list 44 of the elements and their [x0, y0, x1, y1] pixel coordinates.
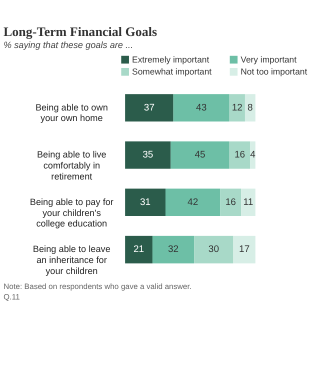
legend-label: Very important [240, 54, 298, 64]
chart-subtitle: % saying that these goals are ... [3, 40, 134, 50]
data-label: 45 [194, 150, 206, 161]
bar [233, 236, 256, 264]
bar [220, 188, 242, 216]
bar [125, 141, 171, 169]
data-label: 12 [232, 102, 242, 114]
data-label: 37 [144, 102, 155, 114]
bar [241, 188, 256, 216]
y-tick-label: Being able to own your own home [35, 102, 108, 124]
data-label: 17 [239, 244, 250, 256]
data-label: 42 [188, 196, 198, 208]
data-label: 11 [243, 196, 254, 208]
y-tick-label: Being able to live comfortably in retirement [36, 150, 106, 182]
legend-label: Not too important [240, 66, 308, 76]
data-label: 31 [140, 196, 151, 208]
data-label: 16 [225, 196, 236, 208]
legend-label: Extremely important [132, 54, 210, 64]
data-label: 32 [168, 244, 179, 256]
data-label: 8 [248, 102, 253, 114]
data-label: 4 [250, 150, 256, 161]
bar [170, 141, 230, 169]
y-tick-label: Being able to pay for your children's college education [30, 196, 114, 229]
bar [125, 188, 166, 216]
bar [194, 236, 234, 264]
data-label: 21 [133, 244, 144, 256]
bar [173, 94, 230, 122]
bar [125, 236, 152, 264]
data-label: 30 [208, 244, 220, 256]
bar [250, 141, 256, 169]
data-label: 43 [196, 102, 207, 114]
legend-label: Somewhat important [132, 66, 212, 76]
text: Q.11 [3, 292, 20, 302]
bar [125, 94, 174, 122]
chart-title: Long-Term Financial Goals [3, 24, 158, 39]
bar [165, 188, 220, 216]
data-label: 16 [234, 150, 246, 161]
bar [152, 236, 194, 264]
bar [244, 94, 256, 122]
y-tick-label: Being able to leave an inheritance for your children [32, 244, 110, 276]
data-label: 35 [142, 150, 154, 161]
bar [229, 94, 245, 122]
annotation: Note: Based on respondents who gave a valid answer. [3, 282, 192, 292]
bar [229, 141, 250, 169]
